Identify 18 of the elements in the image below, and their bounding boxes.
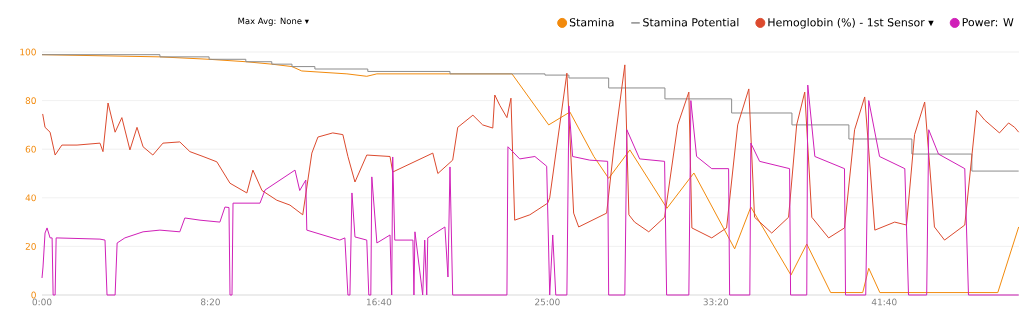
legend-label: Stamina Potential [643, 17, 739, 27]
legend-label: Hemoglobin (%) - 1st Sensor ▾ [768, 17, 934, 29]
y-tick-label: 40 [25, 194, 36, 202]
legend-label: Power: W [962, 18, 1014, 27]
y-tick-label: 20 [25, 243, 36, 250]
x-tick-label: 25:00 [535, 298, 560, 306]
legend-label: Stamina [569, 17, 614, 27]
text: Max Avg: None ▾ [238, 17, 309, 26]
line-series [42, 64, 1020, 241]
y-tick-label: 60 [25, 145, 36, 153]
y-tick-label: 0 [31, 291, 36, 299]
x-tick-label: 8:20 [200, 298, 220, 306]
x-tick-label: 0:00 [32, 298, 52, 306]
x-tick-label: 16:40 [366, 298, 392, 306]
x-tick-label: 41:40 [871, 298, 897, 306]
y-tick-label: 80 [25, 97, 36, 104]
y-tick-label: 100 [20, 48, 36, 56]
x-tick-label: 33:20 [703, 298, 729, 306]
